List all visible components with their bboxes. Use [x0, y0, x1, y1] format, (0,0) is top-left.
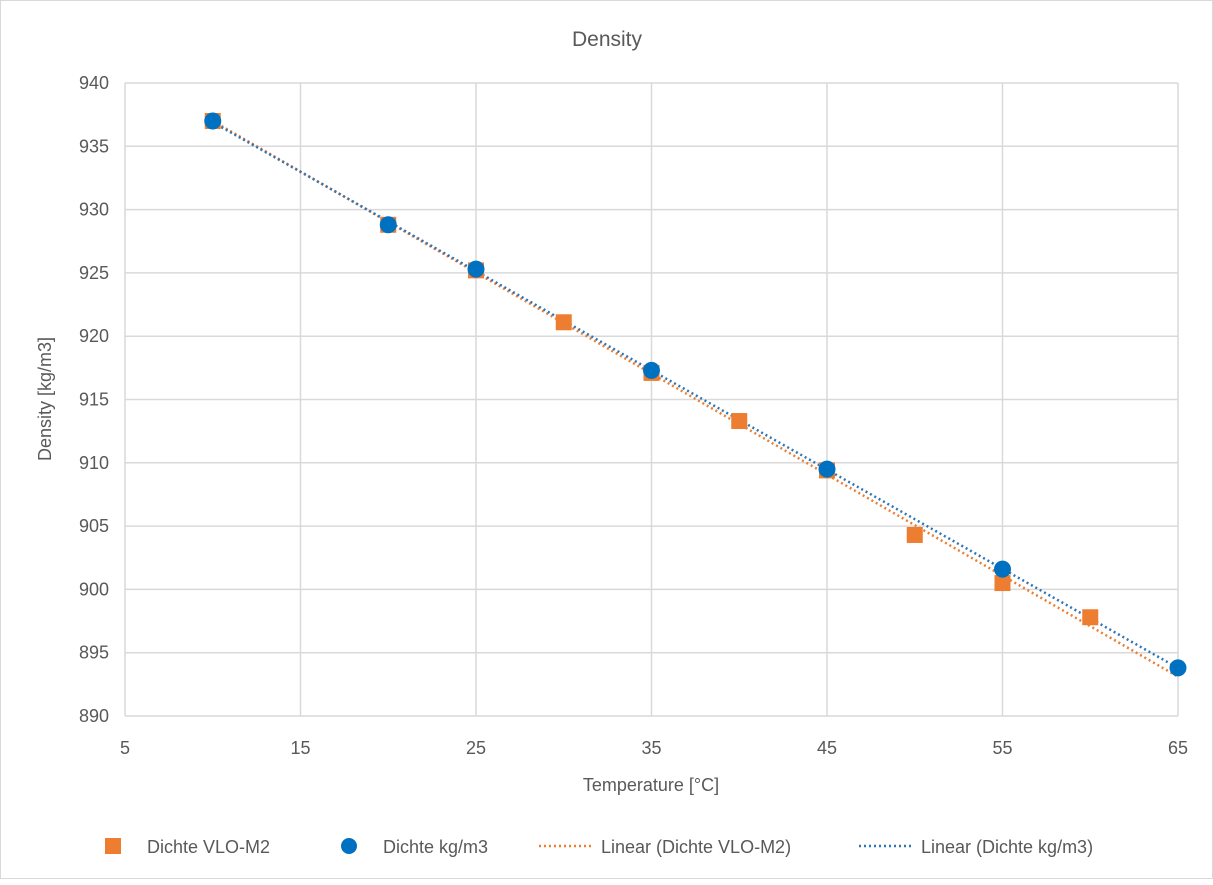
x-tick-label: 15	[290, 738, 310, 758]
y-tick-label: 935	[79, 136, 109, 156]
data-point-square	[555, 314, 572, 331]
data-point-circle	[467, 260, 485, 278]
y-tick-label: 925	[79, 263, 109, 283]
legend-marker-circle	[341, 838, 357, 854]
data-point-circle	[1169, 659, 1187, 677]
y-tick-label: 940	[79, 73, 109, 93]
legend-label: Dichte VLO-M2	[147, 837, 270, 857]
y-tick-label: 890	[79, 706, 109, 726]
trendline-1	[212, 121, 1179, 670]
data-point-circle	[994, 560, 1011, 578]
x-tick-label: 5	[120, 738, 130, 758]
data-point-square	[1082, 609, 1099, 626]
y-tick-label: 920	[79, 326, 109, 346]
data-point-square	[994, 575, 1011, 592]
y-tick-label: 910	[79, 453, 109, 473]
legend-marker-square	[105, 838, 121, 854]
x-tick-label: 35	[641, 738, 661, 758]
y-tick-label: 905	[79, 516, 109, 536]
data-point-circle	[818, 460, 836, 478]
legend-label: Linear (Dichte VLO-M2)	[601, 837, 791, 857]
y-tick-label: 915	[79, 390, 109, 410]
y-tick-label: 895	[79, 643, 109, 663]
x-tick-label: 45	[817, 738, 837, 758]
y-axis-label: Density [kg/m3]	[35, 337, 55, 461]
data-point-circle	[379, 216, 397, 234]
chart-title: Density	[572, 28, 643, 51]
data-point-circle	[204, 112, 222, 130]
x-tick-label: 25	[466, 738, 486, 758]
data-point-circle	[643, 361, 660, 379]
x-axis-label: Temperature [°C]	[583, 775, 719, 795]
legend-label: Dichte kg/m3	[383, 837, 488, 857]
y-tick-label: 930	[79, 200, 109, 220]
x-tick-label: 65	[1168, 738, 1188, 758]
legend-label: Linear (Dichte kg/m3)	[921, 837, 1093, 857]
legend: Dichte VLO-M2 Dichte kg/m3 Linear (Dichte …	[105, 837, 1093, 857]
y-tick-label: 900	[79, 579, 109, 599]
data-point-square	[906, 526, 923, 543]
x-tick-label: 55	[992, 738, 1012, 758]
data-point-square	[731, 413, 748, 430]
